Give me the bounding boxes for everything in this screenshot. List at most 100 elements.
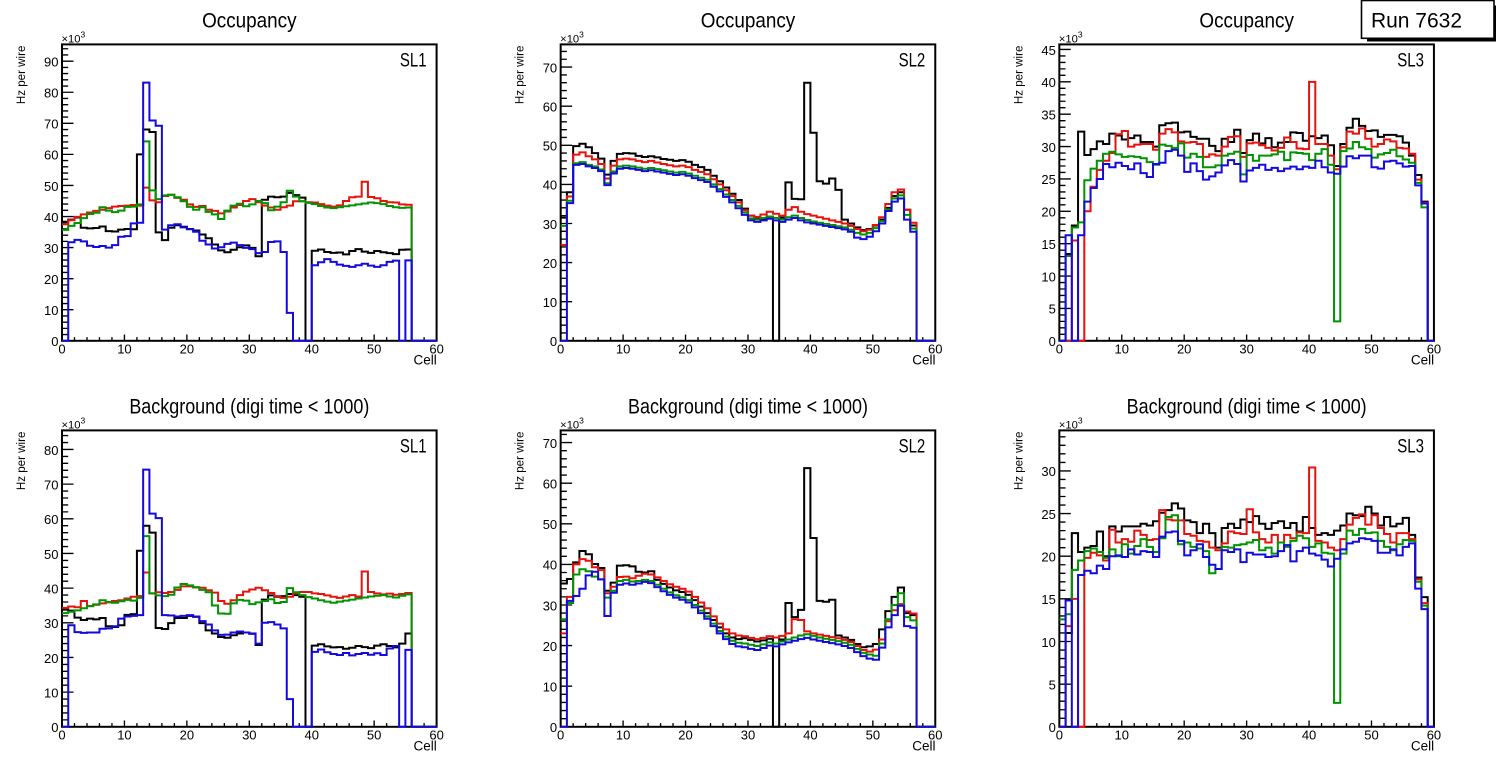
svg-text:Cell: Cell (912, 738, 935, 753)
svg-text:×103: ×103 (560, 415, 584, 431)
svg-text:60: 60 (429, 728, 443, 743)
svg-text:60: 60 (543, 99, 557, 114)
svg-text:30: 30 (543, 598, 557, 613)
svg-text:40: 40 (304, 728, 318, 743)
svg-text:40: 40 (803, 728, 817, 743)
svg-text:30: 30 (1239, 728, 1253, 743)
svg-text:Background (digi time < 1000): Background (digi time < 1000) (628, 396, 868, 419)
svg-text:Background (digi time < 1000): Background (digi time < 1000) (129, 396, 369, 419)
svg-text:×103: ×103 (62, 29, 86, 45)
svg-text:×103: ×103 (560, 29, 584, 45)
svg-text:30: 30 (1239, 342, 1253, 357)
svg-text:30: 30 (741, 342, 755, 357)
svg-text:40: 40 (44, 581, 58, 596)
svg-text:×103: ×103 (1059, 29, 1083, 45)
svg-text:0: 0 (1056, 728, 1063, 743)
svg-text:Cell: Cell (414, 738, 437, 753)
svg-text:5: 5 (1049, 677, 1056, 692)
svg-text:20: 20 (678, 728, 692, 743)
svg-text:40: 40 (803, 342, 817, 357)
svg-text:Hz per wire: Hz per wire (513, 431, 527, 490)
svg-text:Hz per wire: Hz per wire (513, 45, 527, 104)
svg-text:30: 30 (242, 728, 256, 743)
svg-text:70: 70 (44, 477, 58, 492)
svg-text:20: 20 (180, 342, 194, 357)
svg-text:SL3: SL3 (1397, 436, 1424, 457)
svg-text:20: 20 (44, 272, 58, 287)
svg-text:Cell: Cell (912, 352, 935, 367)
svg-text:30: 30 (543, 217, 557, 232)
svg-text:0: 0 (1049, 334, 1056, 349)
svg-text:35: 35 (1041, 107, 1055, 122)
svg-text:25: 25 (1041, 172, 1055, 187)
svg-text:10: 10 (117, 342, 131, 357)
svg-text:70: 70 (44, 117, 58, 132)
svg-text:80: 80 (44, 86, 58, 101)
svg-text:20: 20 (543, 639, 557, 654)
svg-text:0: 0 (58, 728, 65, 743)
svg-text:10: 10 (1041, 635, 1055, 650)
svg-text:Occupancy: Occupancy (202, 10, 297, 33)
svg-text:20: 20 (1177, 342, 1191, 357)
svg-text:50: 50 (44, 547, 58, 562)
svg-text:20: 20 (180, 728, 194, 743)
svg-text:Hz per wire: Hz per wire (1011, 431, 1025, 490)
svg-text:10: 10 (44, 685, 58, 700)
svg-text:10: 10 (117, 728, 131, 743)
svg-text:20: 20 (543, 256, 557, 271)
svg-text:40: 40 (304, 342, 318, 357)
svg-text:0: 0 (58, 342, 65, 357)
svg-text:0: 0 (550, 720, 557, 735)
svg-text:40: 40 (543, 558, 557, 573)
svg-text:25: 25 (1041, 507, 1055, 522)
svg-text:60: 60 (44, 148, 58, 163)
svg-text:0: 0 (51, 334, 58, 349)
svg-text:Cell: Cell (414, 352, 437, 367)
svg-text:10: 10 (616, 342, 630, 357)
svg-text:50: 50 (543, 517, 557, 532)
svg-text:Background (digi time < 1000): Background (digi time < 1000) (1127, 396, 1367, 419)
svg-text:0: 0 (557, 342, 564, 357)
svg-text:SL1: SL1 (400, 50, 427, 71)
svg-text:10: 10 (616, 728, 630, 743)
svg-text:50: 50 (1364, 342, 1378, 357)
svg-text:20: 20 (1041, 205, 1055, 220)
svg-text:50: 50 (367, 728, 381, 743)
svg-text:SL3: SL3 (1397, 50, 1424, 71)
svg-text:0: 0 (1056, 342, 1063, 357)
svg-text:30: 30 (1041, 140, 1055, 155)
svg-text:10: 10 (1115, 342, 1129, 357)
svg-text:40: 40 (44, 210, 58, 225)
svg-text:30: 30 (44, 616, 58, 631)
svg-text:60: 60 (928, 728, 942, 743)
svg-text:10: 10 (543, 680, 557, 695)
svg-text:0: 0 (557, 728, 564, 743)
svg-text:80: 80 (44, 443, 58, 458)
svg-text:SL2: SL2 (899, 50, 926, 71)
svg-text:20: 20 (678, 342, 692, 357)
svg-text:30: 30 (242, 342, 256, 357)
svg-text:40: 40 (1041, 75, 1055, 90)
svg-text:45: 45 (1041, 43, 1055, 58)
svg-text:60: 60 (44, 512, 58, 527)
svg-text:40: 40 (543, 178, 557, 193)
svg-text:20: 20 (44, 651, 58, 666)
svg-text:60: 60 (429, 342, 443, 357)
svg-text:0: 0 (51, 720, 58, 735)
svg-text:5: 5 (1049, 302, 1056, 317)
svg-text:15: 15 (1041, 237, 1055, 252)
svg-text:20: 20 (1041, 550, 1055, 565)
svg-text:Hz per wire: Hz per wire (1011, 45, 1025, 104)
svg-text:20: 20 (1177, 728, 1191, 743)
svg-text:30: 30 (1041, 464, 1055, 479)
svg-text:0: 0 (550, 334, 557, 349)
svg-text:10: 10 (1115, 728, 1129, 743)
svg-text:Occupancy: Occupancy (1199, 10, 1294, 33)
svg-text:50: 50 (866, 728, 880, 743)
svg-text:Cell: Cell (1411, 352, 1434, 367)
svg-text:50: 50 (367, 342, 381, 357)
svg-text:10: 10 (44, 303, 58, 318)
svg-text:Cell: Cell (1411, 738, 1434, 753)
svg-text:50: 50 (866, 342, 880, 357)
svg-text:10: 10 (543, 295, 557, 310)
